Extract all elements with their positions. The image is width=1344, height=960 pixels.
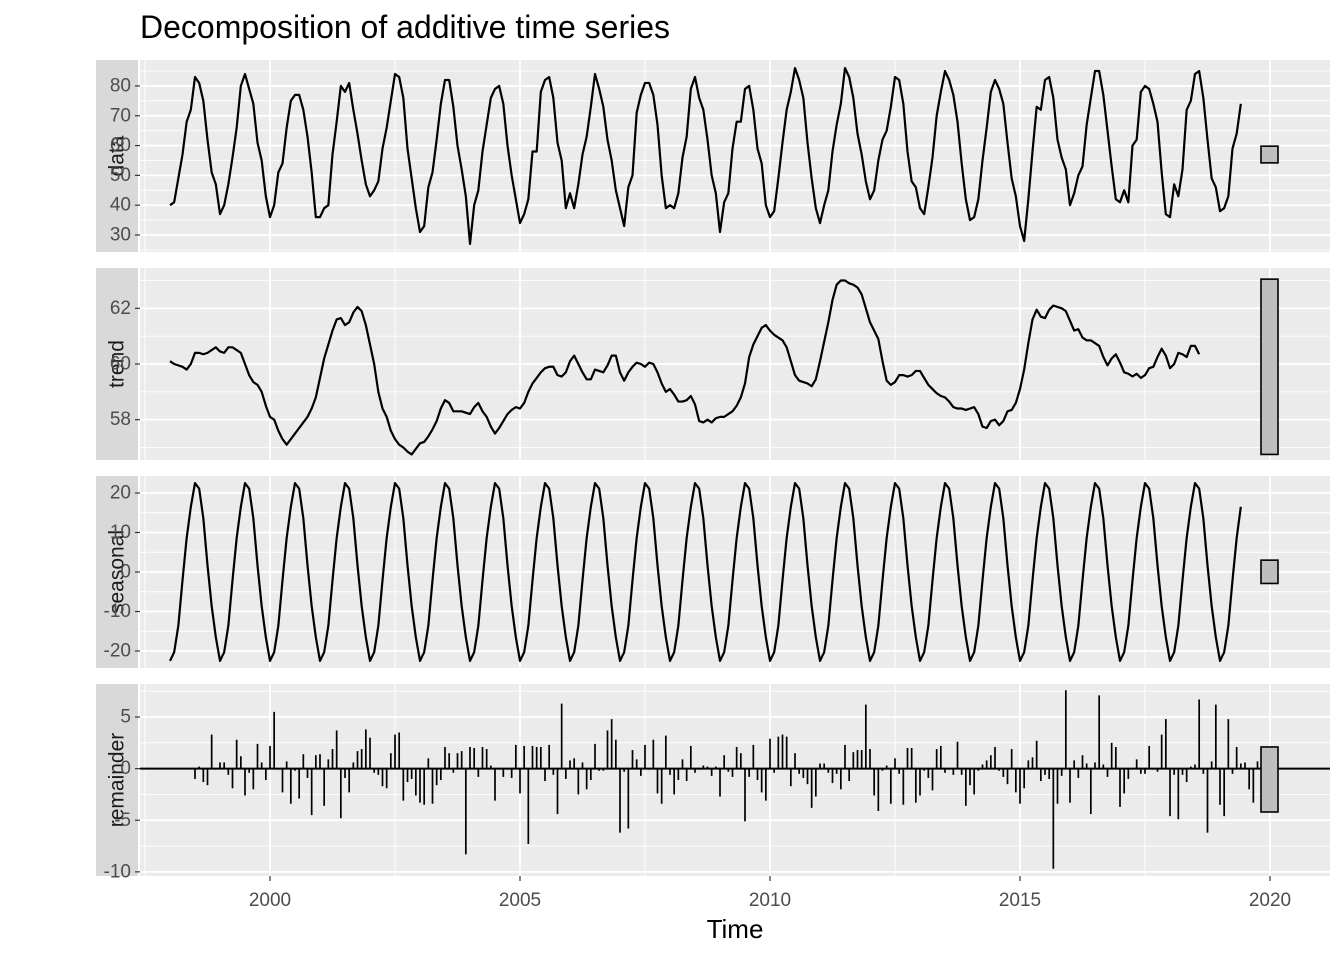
series-line-trend: [169, 279, 1201, 456]
x-tick-label: 2020: [1249, 890, 1291, 911]
panel-strip: [96, 60, 138, 252]
y-tick-label: 80: [110, 75, 131, 96]
y-tick-label: 0: [120, 758, 131, 779]
strip-label: remainder: [106, 733, 129, 828]
range-bar: [1260, 278, 1279, 456]
strip-label: seasonal: [106, 530, 129, 614]
y-tick-label: 20: [110, 482, 131, 503]
series-line-seasonal: [169, 482, 1242, 662]
y-tick-label: -10: [104, 601, 131, 622]
y-tick-label: 10: [110, 522, 131, 543]
x-tick-label: 2005: [499, 890, 541, 911]
x-tick-label: 2000: [249, 890, 291, 911]
y-tick-label: 5: [120, 707, 131, 728]
x-tick-label: 2015: [999, 890, 1041, 911]
panel-background: [140, 684, 1330, 876]
y-tick-label: 30: [110, 225, 131, 246]
strip-label: trend: [106, 340, 129, 388]
range-bar: [1260, 145, 1279, 164]
x-axis-title: Time: [707, 914, 764, 944]
panel-seasonal: seasonal -20 -10 0 10 20: [96, 476, 1330, 668]
panel-strip: [96, 476, 138, 668]
y-tick-label: 60: [110, 135, 131, 156]
y-tick-label: -10: [104, 861, 131, 882]
series-line-data: [169, 66, 1242, 246]
y-tick-label: 60: [110, 354, 131, 375]
range-bar: [1260, 559, 1279, 585]
x-tick-label: 2010: [749, 890, 791, 911]
facet-panels: data304050607080trend586062seasonal-20-1…: [96, 60, 1330, 882]
panel-trend: trend 58 60 62: [96, 268, 1330, 460]
panel-data: data 30 40 50 60 70 80: [96, 60, 1330, 252]
y-tick-label: 40: [110, 195, 131, 216]
y-tick-label: 62: [110, 298, 131, 319]
y-tick-label: 0: [120, 562, 131, 583]
y-tick-label: 50: [110, 165, 131, 186]
y-tick-label: -20: [104, 641, 131, 662]
chart-title: Decomposition of additive time series: [140, 9, 670, 45]
panel-remainder: remainder -10 -5 0 5: [96, 684, 1330, 882]
panel-background: [140, 60, 1330, 252]
y-tick-label: 70: [110, 105, 131, 126]
panel-strip: [96, 684, 138, 876]
y-tick-label: -5: [114, 810, 131, 831]
x-axis: 2000 2005 2010 2015 2020: [249, 876, 1291, 911]
y-tick-label: 58: [110, 409, 131, 430]
panel-strip: [96, 268, 138, 460]
strip-label: data: [106, 135, 129, 176]
range-bar: [1260, 746, 1279, 813]
